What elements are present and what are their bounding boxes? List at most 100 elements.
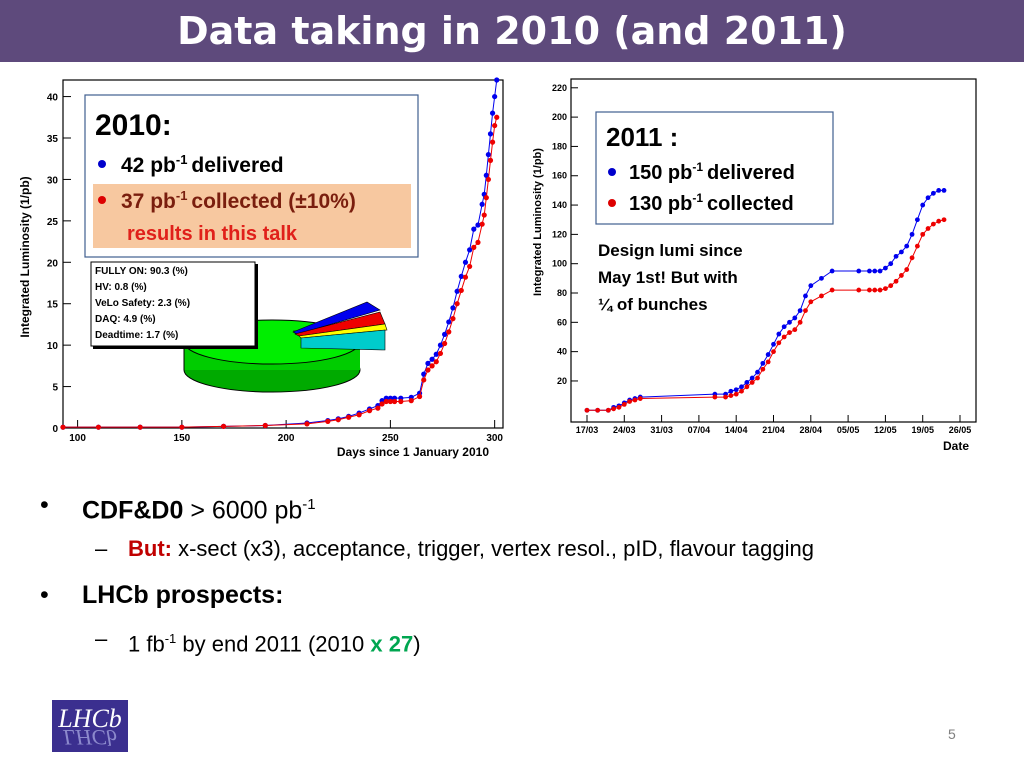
data-point <box>829 287 835 293</box>
data-point <box>471 244 477 250</box>
data-point <box>792 315 798 321</box>
bullet-dot-icon: • <box>40 581 49 609</box>
y-tick-label: 180 <box>552 141 567 151</box>
data-point <box>829 268 835 274</box>
data-point <box>898 273 904 278</box>
data-point <box>584 407 590 413</box>
bullet-blue-icon <box>98 160 106 168</box>
data-point <box>797 308 803 313</box>
title-bar <box>0 0 1024 62</box>
data-point <box>446 329 452 335</box>
data-point <box>416 393 423 400</box>
x-tick-label: 14/04 <box>725 425 748 435</box>
data-point <box>335 417 341 423</box>
x-tick-label: 07/04 <box>688 425 711 435</box>
data-point <box>442 340 448 347</box>
data-point <box>930 190 936 196</box>
data-point <box>867 287 872 293</box>
data-point <box>637 396 643 401</box>
data-point <box>771 341 776 347</box>
data-point <box>755 369 760 375</box>
data-point <box>437 350 444 357</box>
data-point <box>487 157 494 163</box>
y-tick-label: 140 <box>552 200 567 210</box>
data-point <box>925 195 931 201</box>
data-point <box>808 283 814 289</box>
data-point <box>744 380 750 385</box>
data-point <box>605 407 611 413</box>
data-point <box>379 401 385 407</box>
data-point <box>883 265 888 271</box>
data-point <box>454 288 460 294</box>
data-point <box>755 375 760 381</box>
data-point <box>425 360 431 366</box>
data-point <box>781 334 787 340</box>
data-point <box>893 253 899 259</box>
y-tick-label: 220 <box>552 83 567 93</box>
data-point <box>733 391 739 397</box>
data-point <box>920 202 926 208</box>
data-point <box>220 423 227 429</box>
y-tick-label: 15 <box>47 300 59 311</box>
data-point <box>454 301 460 307</box>
y-tick-label: 160 <box>552 171 567 181</box>
data-point <box>366 408 373 414</box>
y-tick-label: 200 <box>552 112 567 122</box>
x-tick-label: 28/04 <box>800 425 823 435</box>
data-point <box>627 399 633 404</box>
data-point <box>356 412 362 418</box>
data-point <box>728 388 734 394</box>
data-point <box>920 231 926 237</box>
bullet-red-icon <box>608 199 616 207</box>
y-tick-label: 25 <box>47 217 59 228</box>
data-point <box>387 398 393 405</box>
data-point <box>749 375 755 381</box>
data-point <box>856 268 862 274</box>
lhcb-logo: LHCb LHCb <box>52 700 128 752</box>
data-point <box>262 422 268 429</box>
dash-icon: – <box>95 626 108 651</box>
x-tick-label: 19/05 <box>911 425 934 435</box>
x-tick-label: 150 <box>174 433 191 444</box>
data-point <box>877 268 883 274</box>
data-point <box>733 387 739 393</box>
x-axis-label: Date <box>943 439 969 453</box>
y-tick-label: 80 <box>557 288 567 298</box>
data-point <box>904 243 910 249</box>
y-tick-label: 60 <box>557 317 567 327</box>
data-point <box>483 172 489 178</box>
y-tick-label: 30 <box>47 175 59 186</box>
data-point <box>797 319 803 325</box>
data-point <box>492 122 498 129</box>
data-point <box>904 267 910 272</box>
data-point <box>877 287 883 293</box>
data-point <box>941 188 947 193</box>
data-point <box>739 388 744 394</box>
data-point <box>60 424 66 430</box>
data-point <box>914 243 920 249</box>
info-box-2011: 2011 : 150 pb-1 delivered 130 pb-1 collect… <box>595 111 834 225</box>
pie-slice-1 <box>292 301 381 335</box>
data-point <box>723 394 728 400</box>
data-point <box>936 218 942 224</box>
data-point <box>712 394 718 400</box>
y-tick-label: 100 <box>552 259 567 269</box>
design-lumi-note: Design lumi since May 1st! But with ¼ of… <box>598 241 743 314</box>
box-heading: 2010: <box>95 109 172 142</box>
data-point <box>819 293 824 299</box>
data-point <box>485 176 492 183</box>
data-point <box>137 424 143 430</box>
data-point <box>429 363 435 369</box>
results-note: results in this talk <box>127 223 298 245</box>
x-tick-label: 250 <box>382 433 399 444</box>
x-axis-label: Days since 1 January 2010 <box>337 445 489 459</box>
data-point <box>925 226 931 231</box>
data-point <box>936 188 942 193</box>
svg-text:Design lumi since: Design lumi since <box>598 241 743 260</box>
data-point <box>467 263 473 270</box>
data-point <box>760 360 766 366</box>
data-point <box>739 384 744 390</box>
data-point <box>883 286 888 292</box>
data-point <box>749 380 755 385</box>
